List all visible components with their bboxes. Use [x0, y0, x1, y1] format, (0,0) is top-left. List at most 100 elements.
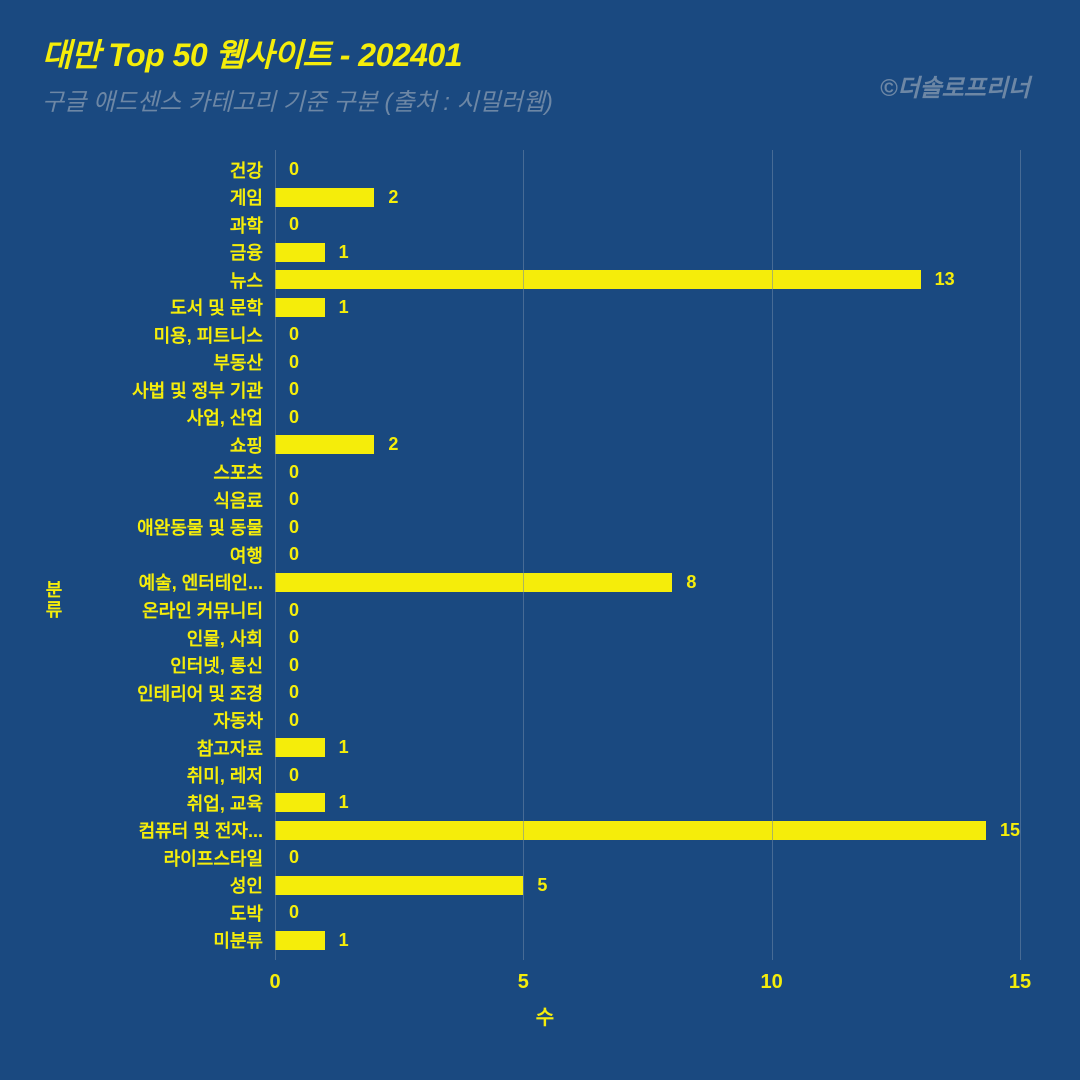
bar-row: 게임2 — [275, 188, 1020, 207]
category-label: 라이프스타일 — [164, 845, 275, 871]
bar — [275, 931, 325, 950]
x-tick-label: 0 — [269, 971, 280, 994]
category-label: 컴퓨터 및 전자... — [139, 817, 275, 843]
value-label: 1 — [339, 792, 349, 813]
category-label: 쇼핑 — [230, 432, 275, 458]
value-label: 1 — [339, 297, 349, 318]
grid-line — [275, 150, 276, 960]
category-label: 예술, 엔터테인... — [139, 569, 275, 595]
bar-row: 미분류1 — [275, 931, 1020, 950]
value-label: 0 — [289, 544, 299, 565]
bar-row: 취업, 교육1 — [275, 793, 1020, 812]
bar-row: 쇼핑2 — [275, 435, 1020, 454]
bar-row: 라이프스타일0 — [275, 848, 1020, 867]
bar-row: 참고자료1 — [275, 738, 1020, 757]
bar-row: 취미, 레저0 — [275, 766, 1020, 785]
category-label: 취업, 교육 — [187, 790, 275, 816]
bar-row: 예술, 엔터테인...8 — [275, 573, 1020, 592]
category-label: 건강 — [230, 157, 275, 183]
category-label: 애완동물 및 동물 — [137, 514, 275, 540]
bar-row: 인테리어 및 조경0 — [275, 683, 1020, 702]
bar-row: 금융1 — [275, 243, 1020, 262]
category-label: 식음료 — [213, 487, 275, 513]
bar-row: 자동차0 — [275, 711, 1020, 730]
value-label: 0 — [289, 159, 299, 180]
category-label: 인물, 사회 — [187, 625, 275, 651]
bar-row: 컴퓨터 및 전자...15 — [275, 821, 1020, 840]
category-label: 참고자료 — [197, 735, 275, 761]
value-label: 0 — [289, 847, 299, 868]
bar-row: 인터넷, 통신0 — [275, 656, 1020, 675]
chart-area: 분류 건강0게임2과학0금융1뉴스13도서 및 문학1미용, 피트니스0부동산0… — [40, 150, 1050, 1050]
value-label: 0 — [289, 710, 299, 731]
bar-row: 온라인 커뮤니티0 — [275, 601, 1020, 620]
category-label: 미분류 — [213, 927, 275, 953]
value-label: 1 — [339, 930, 349, 951]
x-tick-label: 5 — [518, 971, 529, 994]
grid-line — [1020, 150, 1021, 960]
bar — [275, 738, 325, 757]
bar-row: 미용, 피트니스0 — [275, 325, 1020, 344]
value-label: 0 — [289, 462, 299, 483]
grid-line — [772, 150, 773, 960]
x-axis-title: 수 — [536, 1001, 554, 1030]
bar-row: 스포츠0 — [275, 463, 1020, 482]
bar-row: 부동산0 — [275, 353, 1020, 372]
bar — [275, 298, 325, 317]
bar — [275, 270, 921, 289]
value-label: 0 — [289, 682, 299, 703]
value-label: 0 — [289, 902, 299, 923]
value-label: 0 — [289, 600, 299, 621]
x-tick-label: 10 — [761, 971, 783, 994]
category-label: 과학 — [230, 212, 275, 238]
category-label: 여행 — [230, 542, 275, 568]
bar-row: 애완동물 및 동물0 — [275, 518, 1020, 537]
value-label: 0 — [289, 517, 299, 538]
value-label: 0 — [289, 765, 299, 786]
chart-credit: ©더솔로프리너 — [880, 68, 1030, 103]
value-label: 2 — [388, 187, 398, 208]
bar-row: 건강0 — [275, 160, 1020, 179]
category-label: 성인 — [230, 872, 275, 898]
value-label: 2 — [388, 434, 398, 455]
bar-row: 사법 및 정부 기관0 — [275, 380, 1020, 399]
category-label: 온라인 커뮤니티 — [142, 597, 275, 623]
y-axis-title: 분류 — [40, 580, 66, 620]
value-label: 0 — [289, 379, 299, 400]
category-label: 사법 및 정부 기관 — [132, 377, 275, 403]
value-label: 0 — [289, 655, 299, 676]
bar — [275, 573, 672, 592]
bar-row: 도박0 — [275, 903, 1020, 922]
category-label: 취미, 레저 — [187, 762, 275, 788]
value-label: 0 — [289, 627, 299, 648]
value-label: 15 — [1000, 820, 1020, 841]
category-label: 미용, 피트니스 — [154, 322, 275, 348]
value-label: 0 — [289, 489, 299, 510]
bar — [275, 435, 374, 454]
bar — [275, 188, 374, 207]
value-label: 13 — [935, 269, 955, 290]
category-label: 자동차 — [213, 707, 275, 733]
value-label: 0 — [289, 324, 299, 345]
value-label: 1 — [339, 737, 349, 758]
value-label: 8 — [686, 572, 696, 593]
value-label: 0 — [289, 352, 299, 373]
bar — [275, 793, 325, 812]
category-label: 인테리어 및 조경 — [137, 680, 275, 706]
category-label: 도박 — [230, 900, 275, 926]
bar-row: 식음료0 — [275, 490, 1020, 509]
bar — [275, 876, 523, 895]
value-label: 0 — [289, 214, 299, 235]
bar-row: 뉴스13 — [275, 270, 1020, 289]
bar-row: 도서 및 문학1 — [275, 298, 1020, 317]
bar — [275, 821, 986, 840]
grid-line — [523, 150, 524, 960]
value-label: 1 — [339, 242, 349, 263]
category-label: 뉴스 — [230, 267, 275, 293]
category-label: 스포츠 — [213, 459, 275, 485]
category-label: 인터넷, 통신 — [170, 652, 275, 678]
bar-rows: 건강0게임2과학0금융1뉴스13도서 및 문학1미용, 피트니스0부동산0사법 … — [275, 156, 1020, 954]
bar-row: 인물, 사회0 — [275, 628, 1020, 647]
bar-row: 사업, 산업0 — [275, 408, 1020, 427]
category-label: 부동산 — [213, 349, 275, 375]
